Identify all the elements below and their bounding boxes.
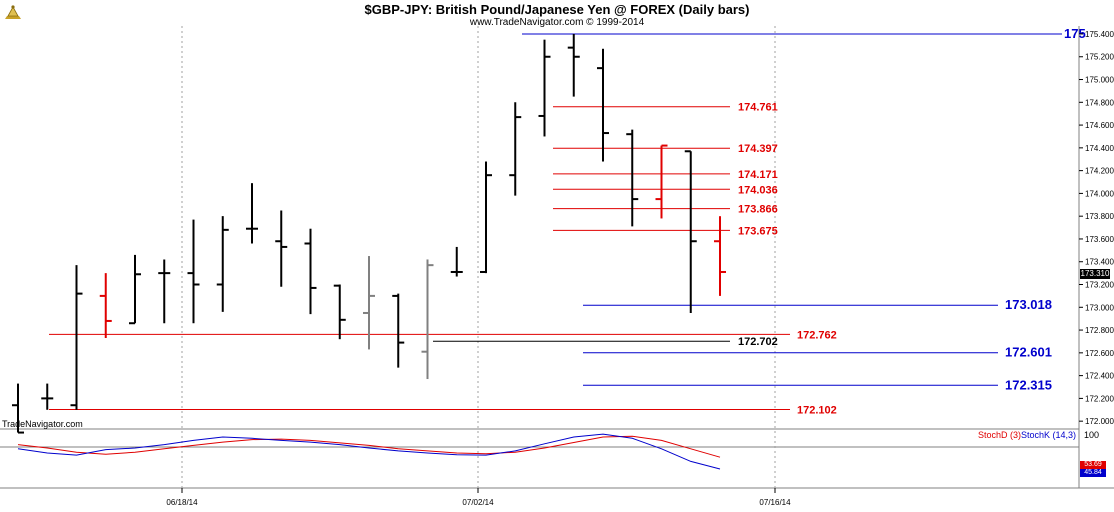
ohlc-bar[interactable] bbox=[99, 273, 112, 339]
level-label: 172.762 bbox=[797, 329, 837, 341]
brand-label: TradeNavigator.com bbox=[2, 419, 83, 429]
ohlc-bar[interactable] bbox=[421, 259, 434, 380]
stoch-k-legend: StochK (14,3) bbox=[1021, 430, 1077, 440]
stoch-scale-label: 100 bbox=[1084, 430, 1100, 440]
price-tick-label: 174.000 bbox=[1085, 189, 1114, 198]
price-tick-label: 172.800 bbox=[1085, 326, 1114, 335]
level-label: 174.171 bbox=[738, 169, 778, 181]
ohlc-bar[interactable] bbox=[333, 284, 346, 340]
level-label: 175 bbox=[1064, 26, 1086, 41]
ohlc-bar[interactable] bbox=[509, 102, 522, 196]
level-label: 172.315 bbox=[1005, 377, 1052, 392]
level-label: 174.761 bbox=[738, 102, 778, 114]
price-tick-label: 173.200 bbox=[1085, 281, 1114, 290]
price-tick-label: 174.400 bbox=[1085, 144, 1114, 153]
ohlc-bar[interactable] bbox=[480, 161, 492, 274]
stoch-d-legend: StochD (3) bbox=[978, 430, 1022, 440]
ohlc-bar[interactable] bbox=[70, 265, 83, 410]
level-label: 173.866 bbox=[738, 204, 778, 216]
date-tick-label: 06/18/14 bbox=[166, 498, 198, 507]
ohlc-bar[interactable] bbox=[216, 216, 229, 312]
price-tick-label: 173.800 bbox=[1085, 212, 1114, 221]
ohlc-bar[interactable] bbox=[684, 150, 697, 313]
tradenavigator-logo bbox=[2, 2, 24, 24]
ohlc-bar[interactable] bbox=[304, 228, 317, 315]
ohlc-bar[interactable] bbox=[129, 254, 141, 325]
price-tick-label: 174.600 bbox=[1085, 121, 1114, 130]
stoch-k-line[interactable] bbox=[17, 433, 721, 470]
ohlc-bar[interactable] bbox=[158, 259, 171, 324]
ohlc-bar[interactable] bbox=[363, 256, 375, 350]
ohlc-bar[interactable] bbox=[714, 216, 726, 296]
level-label: 172.702 bbox=[738, 336, 778, 348]
price-tick-label: 174.200 bbox=[1085, 167, 1114, 176]
price-tick-label: 175.400 bbox=[1085, 30, 1114, 39]
price-tick-label: 172.200 bbox=[1085, 394, 1114, 403]
ohlc-bar[interactable] bbox=[538, 39, 551, 137]
stoch-d-badge: 53.69 bbox=[1080, 461, 1106, 469]
price-tick-label: 172.600 bbox=[1085, 349, 1114, 358]
date-tick-label: 07/02/14 bbox=[462, 498, 494, 507]
price-tick-label: 172.400 bbox=[1085, 372, 1114, 381]
ohlc-bar[interactable] bbox=[392, 293, 405, 368]
chart-subtitle: www.TradeNavigator.com © 1999-2014 bbox=[469, 17, 645, 28]
ohlc-bar[interactable] bbox=[187, 219, 200, 324]
level-label: 172.102 bbox=[797, 405, 837, 417]
level-label: 173.675 bbox=[738, 225, 778, 237]
ohlc-bar[interactable] bbox=[567, 33, 580, 97]
price-tick-label: 173.000 bbox=[1085, 303, 1114, 312]
price-tick-label: 173.600 bbox=[1085, 235, 1114, 244]
level-label: 174.397 bbox=[738, 143, 778, 155]
price-tick-label: 173.400 bbox=[1085, 258, 1114, 267]
price-tick-label: 175.200 bbox=[1085, 53, 1114, 62]
ohlc-bar[interactable] bbox=[450, 246, 463, 277]
stoch-d-line[interactable] bbox=[17, 435, 721, 458]
last-price-badge: 173.310 bbox=[1080, 269, 1110, 279]
date-tick-label: 07/16/14 bbox=[759, 498, 791, 507]
level-label: 172.601 bbox=[1005, 345, 1052, 360]
ohlc-bar[interactable] bbox=[275, 210, 288, 287]
chart-title: $GBP-JPY: British Pound/Japanese Yen @ F… bbox=[364, 2, 750, 17]
price-tick-label: 172.000 bbox=[1085, 417, 1114, 426]
price-tick-label: 174.800 bbox=[1085, 98, 1114, 107]
ohlc-bar[interactable] bbox=[655, 144, 668, 219]
ohlc-bar[interactable] bbox=[41, 383, 54, 410]
level-label: 174.036 bbox=[738, 184, 778, 196]
ohlc-bar[interactable] bbox=[246, 183, 258, 244]
ohlc-bar[interactable] bbox=[626, 129, 639, 227]
ohlc-bar[interactable] bbox=[597, 48, 609, 162]
ohlc-bar[interactable] bbox=[12, 383, 24, 434]
price-tick-label: 175.000 bbox=[1085, 76, 1114, 85]
stoch-k-badge: 45.84 bbox=[1080, 469, 1106, 477]
level-label: 173.018 bbox=[1005, 297, 1052, 312]
